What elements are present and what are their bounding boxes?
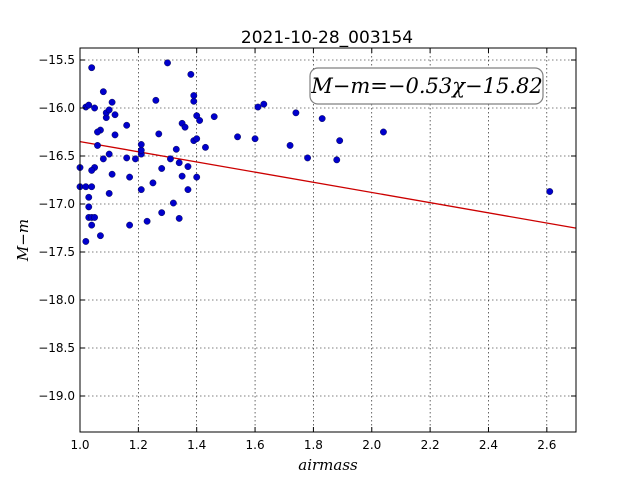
data-point	[333, 156, 341, 164]
data-point	[132, 155, 139, 163]
data-point	[546, 188, 554, 195]
data-point	[111, 111, 119, 119]
data-point	[108, 170, 116, 178]
x-tick-label: 2.2	[421, 438, 440, 452]
y-tick-label: −18.0	[38, 293, 75, 307]
data-point	[172, 145, 180, 153]
plot-area-frame	[79, 47, 577, 433]
x-tick-label: 1.4	[187, 438, 206, 452]
data-point	[149, 179, 157, 187]
data-point	[181, 123, 189, 131]
x-tick-label: 1.0	[70, 438, 89, 452]
data-point	[292, 109, 300, 117]
data-point	[99, 88, 107, 96]
data-point	[178, 172, 186, 180]
data-point	[137, 141, 145, 148]
data-point	[318, 115, 326, 122]
data-point	[336, 137, 344, 145]
x-tick-label: 2.4	[479, 438, 498, 452]
data-point	[111, 131, 119, 139]
data-point	[91, 104, 98, 112]
x-ticks: 1.0 1.2 1.4 1.6 1.8 2.0 2.2 2.4 2.6	[70, 48, 556, 452]
data-point	[88, 183, 96, 191]
fit-equation: M−m=−0.53χ−15.82	[310, 74, 542, 98]
data-point	[97, 232, 104, 240]
data-point	[164, 59, 171, 67]
data-point	[167, 155, 174, 163]
x-tick-label: 1.6	[246, 438, 265, 452]
data-point	[94, 128, 101, 136]
data-point	[260, 100, 268, 108]
data-point	[105, 106, 113, 114]
y-axis-label: M−m	[14, 219, 32, 262]
data-point	[184, 186, 192, 194]
data-point	[155, 130, 163, 138]
x-tick-label: 2.0	[362, 438, 381, 452]
data-point	[254, 103, 262, 111]
data-point	[196, 117, 204, 124]
fit-equation-frame	[309, 67, 544, 105]
data-point	[190, 97, 198, 105]
y-tick-label: −16.0	[38, 101, 75, 115]
data-point	[126, 221, 134, 229]
fit-line-group	[79, 140, 577, 229]
data-point	[152, 96, 160, 104]
data-point	[88, 64, 96, 72]
data-point	[94, 142, 101, 149]
y-ticks: −15.5 −16.0 −16.5 −17.0 −17.5 −18.0 −18.5 −19.0	[38, 53, 576, 403]
data-point	[82, 183, 90, 191]
y-tick-label: −17.5	[38, 245, 75, 259]
grid	[79, 48, 576, 432]
x-tick-label: 1.2	[129, 438, 148, 452]
data-point	[251, 135, 259, 143]
x-tick-label: 1.8	[304, 438, 323, 452]
data-point	[137, 146, 145, 154]
y-tick-label: −17.0	[38, 197, 75, 211]
data-point	[105, 190, 113, 197]
chart-title: 2021-10-28_003154	[241, 28, 413, 48]
data-point	[85, 193, 93, 201]
data-point	[143, 217, 151, 225]
data-points	[76, 59, 554, 245]
y-tick-label: −15.5	[38, 53, 75, 67]
data-point	[175, 159, 183, 167]
data-point	[286, 142, 294, 149]
x-axis-label: airmass	[298, 456, 358, 474]
data-point	[184, 163, 192, 170]
data-point	[99, 155, 107, 163]
data-point	[85, 203, 93, 211]
data-point	[380, 128, 387, 136]
data-point	[82, 238, 90, 245]
data-point	[175, 214, 183, 222]
data-point	[210, 113, 218, 121]
data-point	[108, 98, 116, 106]
fit-equation-box: M−m=−0.53χ−15.82	[309, 67, 544, 105]
data-point	[234, 133, 241, 141]
data-point	[158, 209, 166, 217]
data-point	[190, 92, 198, 99]
y-tick-label: −16.5	[38, 149, 75, 163]
data-point	[202, 143, 209, 151]
data-point	[304, 154, 311, 162]
data-point	[88, 166, 96, 174]
data-point	[126, 173, 134, 181]
data-point	[193, 135, 201, 143]
y-tick-label: −18.5	[38, 341, 75, 355]
data-point	[193, 173, 201, 181]
data-point	[105, 150, 113, 158]
data-point	[123, 154, 131, 162]
data-point	[187, 71, 195, 78]
data-point	[137, 186, 145, 194]
data-point	[158, 165, 166, 172]
fit-line	[79, 140, 577, 229]
data-point	[91, 214, 98, 221]
x-tick-label: 2.6	[537, 438, 556, 452]
data-point	[169, 199, 177, 207]
data-point	[123, 121, 131, 129]
data-point	[85, 101, 93, 109]
data-point	[88, 221, 96, 229]
y-tick-label: −19.0	[38, 389, 75, 403]
